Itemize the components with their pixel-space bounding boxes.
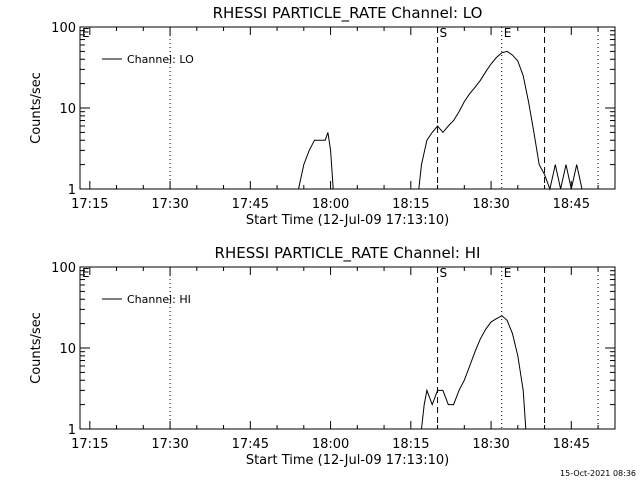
x-tick-label: 17:30 <box>151 437 188 452</box>
chart-panel-1: RHESSI PARTICLE_RATE Channel: HI Counts/s… <box>29 244 616 468</box>
legend-label: Channel: HI <box>127 293 191 306</box>
x-axis-label: Start Time (12-Jul-09 17:13:10) <box>246 213 449 228</box>
y-tick-label: 100 <box>51 21 76 36</box>
y-tick-label: 1 <box>68 423 76 438</box>
x-tick-label: 17:30 <box>151 197 188 212</box>
annotation-label: E <box>82 26 90 40</box>
x-tick-label: 18:45 <box>553 197 590 212</box>
x-tick-label: 17:15 <box>71 437 108 452</box>
x-tick-label: 18:45 <box>553 437 590 452</box>
timestamp: 15-Oct-2021 08:36 <box>560 469 636 478</box>
annotation-label: S <box>440 266 448 280</box>
y-axis-label: Counts/sec <box>29 72 44 144</box>
x-tick-label: 18:15 <box>392 197 429 212</box>
x-tick-label: 18:15 <box>392 437 429 452</box>
y-tick-label: 10 <box>59 102 76 117</box>
annotation-label: E <box>504 26 512 40</box>
y-tick-label: 1 <box>68 183 76 198</box>
x-tick-label: 18:00 <box>312 197 349 212</box>
series-line <box>421 315 527 430</box>
x-tick-label: 17:15 <box>71 197 108 212</box>
y-tick-label: 10 <box>59 342 76 357</box>
x-tick-label: 17:45 <box>232 197 269 212</box>
y-tick-label: 100 <box>51 261 76 276</box>
chart-title: RHESSI PARTICLE_RATE Channel: HI <box>215 244 481 263</box>
plot-frame <box>79 26 616 190</box>
annotation-label: E <box>82 266 90 280</box>
x-axis-label: Start Time (12-Jul-09 17:13:10) <box>246 453 449 468</box>
y-axis-label: Counts/sec <box>29 312 44 384</box>
x-tick-label: 17:45 <box>232 437 269 452</box>
chart-panel-0: RHESSI PARTICLE_RATE Channel: LO Counts/s… <box>29 4 616 228</box>
annotation-label: E <box>504 266 512 280</box>
x-tick-label: 18:30 <box>472 197 509 212</box>
x-tick-label: 18:00 <box>312 437 349 452</box>
chart-title: RHESSI PARTICLE_RATE Channel: LO <box>213 4 483 23</box>
annotation-label: S <box>440 26 448 40</box>
plot-frame <box>79 266 616 430</box>
x-tick-label: 18:30 <box>472 437 509 452</box>
series-line <box>298 50 583 191</box>
legend-label: Channel: LO <box>127 53 194 66</box>
